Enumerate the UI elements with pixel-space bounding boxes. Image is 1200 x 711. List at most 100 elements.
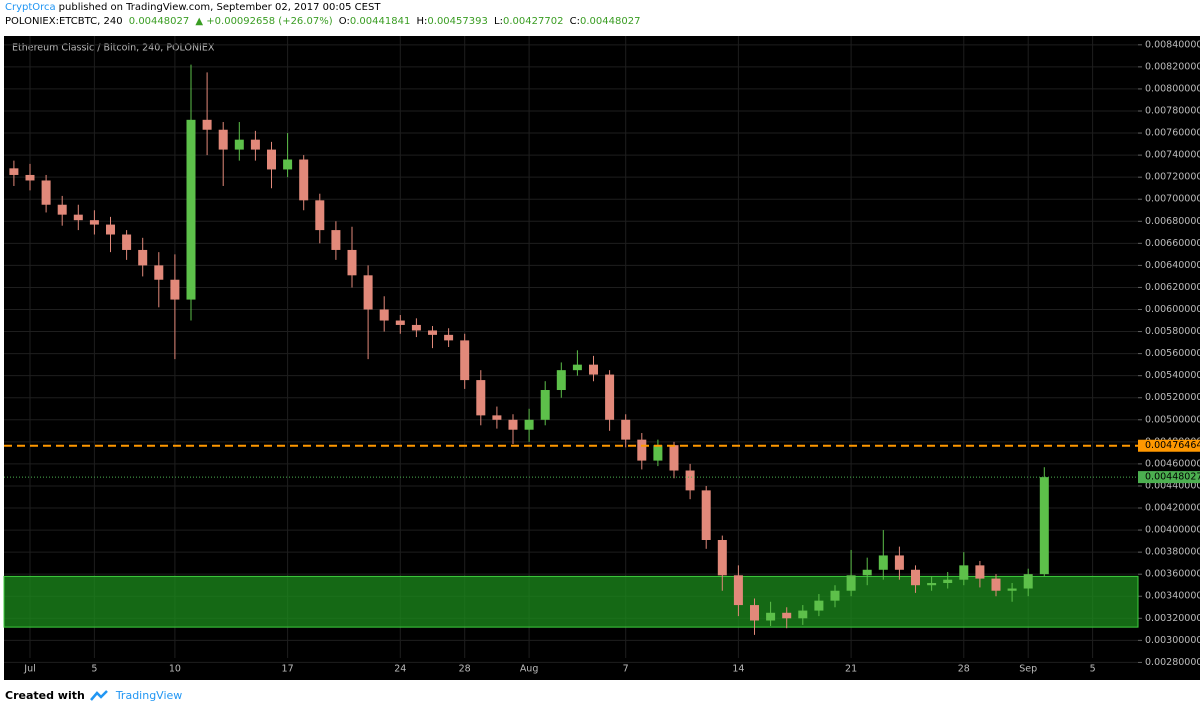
candle-body (717, 539, 727, 576)
candle-body (41, 180, 51, 205)
y-tick-label: 0.00380000 (1145, 547, 1200, 558)
y-tick-label: 0.00800000 (1145, 83, 1200, 94)
candle-body (959, 565, 969, 580)
y-tick-label: 0.00440000 (1145, 480, 1200, 491)
candle-body (991, 578, 1001, 591)
candle-body (572, 364, 582, 371)
change: ▲ +0.00092658 (+26.07%) (195, 16, 333, 27)
x-tick-label: Jul (23, 664, 35, 675)
y-tick-label: 0.00820000 (1145, 61, 1200, 72)
x-tick-label: 7 (623, 664, 629, 675)
y-tick-label: 0.00660000 (1145, 238, 1200, 249)
candle-body (508, 419, 518, 430)
candle-body (73, 214, 83, 221)
c-label: C: (569, 16, 580, 27)
y-tick-label: 0.00540000 (1145, 370, 1200, 381)
candle-body (927, 583, 937, 586)
x-tick-label: 14 (732, 664, 744, 675)
y-tick-label: 0.00280000 (1145, 657, 1200, 668)
symbol: POLONIEX:ETCBTC, 240 (5, 16, 123, 27)
symbol-line: POLONIEX:ETCBTC, 240 0.00448027 ▲ +0.000… (5, 16, 643, 27)
candle-body (428, 330, 437, 335)
candle-body (154, 265, 164, 280)
candle-body (605, 374, 615, 420)
y-tick-label: 0.00300000 (1145, 635, 1200, 646)
candle-body (830, 590, 840, 601)
o-label: O: (338, 16, 350, 27)
candle-body (814, 600, 824, 611)
publish-line: CryptOrca published on TradingView.com, S… (5, 2, 383, 13)
candle-body (122, 234, 132, 250)
candle-body (862, 569, 872, 576)
candle-body (637, 439, 647, 461)
y-tick-label: 0.00340000 (1145, 591, 1200, 602)
candle-body (894, 555, 904, 570)
candle-body (379, 309, 389, 321)
candle-body (186, 119, 196, 300)
brand[interactable]: TradingView (115, 689, 183, 702)
y-tick-label: 0.00320000 (1145, 613, 1200, 624)
candle-body (25, 174, 35, 181)
candle-body (234, 139, 244, 150)
candle-body (750, 605, 759, 621)
x-tick-label: 5 (1090, 664, 1096, 675)
candle-body (621, 419, 631, 440)
candle-body (106, 224, 115, 235)
price-label-bg (1138, 439, 1200, 452)
candle-body (202, 119, 212, 130)
price-label: 0.00448027 (1145, 472, 1200, 483)
candle-body (347, 249, 357, 276)
candle-body (524, 419, 534, 430)
published: published on TradingView.com, September … (58, 2, 381, 13)
y-tick-label: 0.00400000 (1145, 525, 1200, 536)
h: 0.00457393 (427, 16, 488, 27)
h-label: H: (416, 16, 428, 27)
price-label: 0.00476464 (1145, 440, 1200, 451)
candle-body (975, 565, 985, 579)
x-tick-label: 28 (958, 664, 970, 675)
x-tick-label: 17 (282, 664, 294, 675)
y-tick-label: 0.00700000 (1145, 194, 1200, 205)
candle-body (170, 279, 180, 300)
y-tick-label: 0.00780000 (1145, 105, 1200, 116)
logo (90, 690, 109, 701)
candle-body (733, 575, 743, 606)
y-tick-label: 0.00600000 (1145, 304, 1200, 315)
candle-body (492, 415, 502, 420)
candle-body (556, 370, 566, 391)
y-tick-label: 0.00640000 (1145, 260, 1200, 271)
y-tick-label: 0.00740000 (1145, 150, 1200, 161)
candle-body (89, 220, 99, 225)
candle-body (589, 364, 598, 375)
x-tick-label: Aug (520, 664, 539, 675)
y-tick-label: 0.00560000 (1145, 348, 1200, 359)
candle-body (299, 159, 309, 201)
x-axis-bg (4, 658, 1138, 680)
candle-body (250, 139, 260, 150)
y-tick-label: 0.00620000 (1145, 282, 1200, 293)
candle-body (267, 149, 276, 170)
x-tick-label: Sep (1019, 664, 1037, 675)
x-tick-label: 21 (845, 664, 857, 675)
o: 0.00441841 (349, 16, 411, 27)
x-tick-label: 24 (394, 664, 406, 675)
created-with: Created with (5, 689, 85, 702)
candle-body (331, 230, 341, 250)
candle-body (315, 200, 325, 231)
y-tick-label: 0.00580000 (1145, 326, 1200, 337)
candle-body (846, 575, 856, 591)
candle-body (653, 445, 663, 461)
price-label-bg (1138, 471, 1200, 484)
candle-body (798, 610, 808, 619)
candle-body (57, 204, 67, 215)
candle-body (138, 249, 148, 266)
candle-body (9, 168, 19, 175)
candle-body (878, 555, 888, 570)
y-tick-label: 0.00360000 (1145, 569, 1200, 580)
candle-body (363, 275, 373, 310)
chart: Ethereum Classic / Bitcoin, 240, POLONIE… (3, 36, 1200, 680)
candle-body (460, 340, 470, 381)
author[interactable]: CryptOrca (5, 2, 56, 13)
y-tick-label: 0.00840000 (1145, 39, 1200, 50)
